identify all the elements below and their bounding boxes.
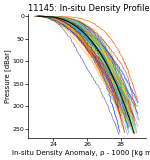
X-axis label: In-situ Density Anomaly, ρ - 1000 [kg m⁻³]: In-situ Density Anomaly, ρ - 1000 [kg m⁻… — [12, 148, 150, 156]
Y-axis label: Pressure [dBar]: Pressure [dBar] — [4, 49, 11, 103]
Text: 11145: In-situ Density Profiles: 11145: In-situ Density Profiles — [28, 4, 150, 13]
